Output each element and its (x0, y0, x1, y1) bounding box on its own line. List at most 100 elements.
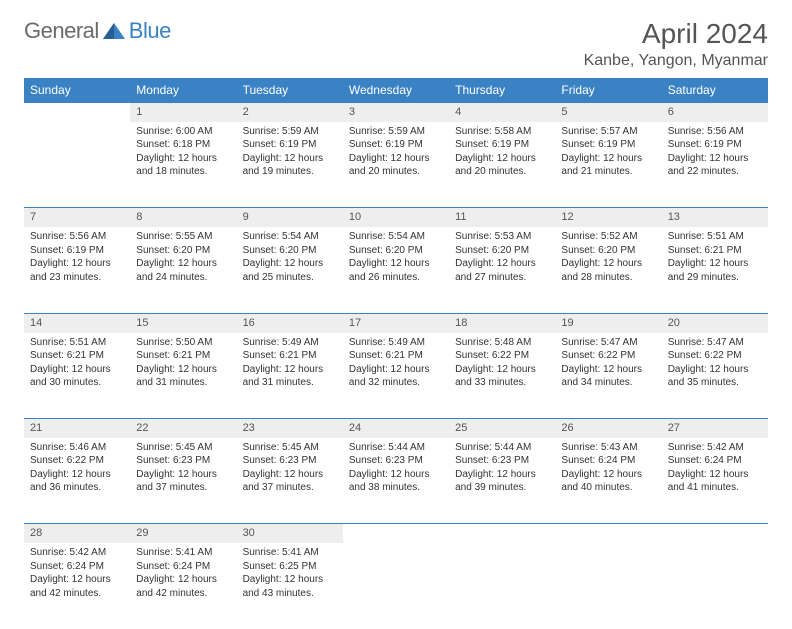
day-number: 24 (343, 419, 449, 438)
day-cell: Sunrise: 5:47 AMSunset: 6:22 PMDaylight:… (555, 333, 661, 419)
day-cell-line: Sunset: 6:23 PM (455, 454, 549, 468)
day-cell: Sunrise: 5:44 AMSunset: 6:23 PMDaylight:… (343, 438, 449, 524)
day-cell-line: and 39 minutes. (455, 481, 549, 495)
day-cell-line: Sunrise: 5:49 AM (349, 336, 443, 350)
day-cell-line: Sunrise: 5:53 AM (455, 230, 549, 244)
day-cell: Sunrise: 5:45 AMSunset: 6:23 PMDaylight:… (237, 438, 343, 524)
day-cell: Sunrise: 5:49 AMSunset: 6:21 PMDaylight:… (237, 333, 343, 419)
day-cell: Sunrise: 5:44 AMSunset: 6:23 PMDaylight:… (449, 438, 555, 524)
title-block: April 2024 Kanbe, Yangon, Myanmar (584, 18, 768, 70)
location: Kanbe, Yangon, Myanmar (584, 52, 768, 70)
day-number (662, 524, 768, 543)
day-cell-line: Sunrise: 5:47 AM (668, 336, 762, 350)
day-cell-line: and 30 minutes. (30, 376, 124, 390)
day-cell-line: Daylight: 12 hours (243, 363, 337, 377)
day-cell-line: Sunset: 6:22 PM (561, 349, 655, 363)
day-cell-line: and 38 minutes. (349, 481, 443, 495)
day-cell-line: and 20 minutes. (349, 165, 443, 179)
logo-text-blue: Blue (129, 18, 171, 44)
day-cell-line: Sunrise: 5:52 AM (561, 230, 655, 244)
day-cell: Sunrise: 5:42 AMSunset: 6:24 PMDaylight:… (662, 438, 768, 524)
day-number-row: 282930 (24, 524, 768, 543)
day-cell-line: Daylight: 12 hours (243, 152, 337, 166)
weekday-header: Wednesday (343, 78, 449, 103)
day-cell-line: and 33 minutes. (455, 376, 549, 390)
day-cell-line: Sunset: 6:24 PM (136, 560, 230, 574)
day-cell-line: Sunset: 6:23 PM (136, 454, 230, 468)
day-number: 18 (449, 313, 555, 332)
day-number: 19 (555, 313, 661, 332)
day-cell-line: Daylight: 12 hours (561, 468, 655, 482)
day-cell-line: Daylight: 12 hours (136, 257, 230, 271)
day-cell-line: Sunset: 6:21 PM (349, 349, 443, 363)
day-cell-line: Sunset: 6:19 PM (30, 244, 124, 258)
day-number-row: 21222324252627 (24, 419, 768, 438)
day-number: 2 (237, 103, 343, 122)
day-cell-line: Sunset: 6:22 PM (30, 454, 124, 468)
day-number: 27 (662, 419, 768, 438)
day-cell-line: and 37 minutes. (243, 481, 337, 495)
day-cell-line: Daylight: 12 hours (243, 257, 337, 271)
day-cell-line: and 26 minutes. (349, 271, 443, 285)
day-cell (555, 543, 661, 629)
day-cell-line: Sunset: 6:23 PM (349, 454, 443, 468)
day-number-row: 78910111213 (24, 208, 768, 227)
day-cell-line: Sunrise: 5:45 AM (243, 441, 337, 455)
day-cell: Sunrise: 5:51 AMSunset: 6:21 PMDaylight:… (24, 333, 130, 419)
day-cell-line: and 24 minutes. (136, 271, 230, 285)
day-content-row: Sunrise: 5:42 AM Sunset: 6:24 PMDaylight:… (24, 543, 768, 629)
day-cell-line: and 42 minutes. (30, 587, 124, 601)
day-cell-line: Sunrise: 5:57 AM (561, 125, 655, 139)
day-cell-line: and 28 minutes. (561, 271, 655, 285)
day-number: 28 (24, 524, 130, 543)
day-cell-line: Daylight: 12 hours (30, 468, 124, 482)
day-cell-line: Daylight: 12 hours (561, 152, 655, 166)
day-cell-line: Sunset: 6:19 PM (455, 138, 549, 152)
header: General Blue April 2024 Kanbe, Yangon, M… (24, 18, 768, 70)
day-number: 4 (449, 103, 555, 122)
day-cell-line: and 25 minutes. (243, 271, 337, 285)
day-cell-line: Daylight: 12 hours (561, 363, 655, 377)
day-number (555, 524, 661, 543)
day-cell-line: and 23 minutes. (30, 271, 124, 285)
weekday-header: Monday (130, 78, 236, 103)
day-cell-line: Sunset: 6:21 PM (136, 349, 230, 363)
day-cell-line: and 19 minutes. (243, 165, 337, 179)
day-cell-line: and 31 minutes. (136, 376, 230, 390)
day-cell-line: Sunrise: 5:44 AM (455, 441, 549, 455)
day-cell: Sunrise: 5:59 AMSunset: 6:19 PMDaylight:… (343, 122, 449, 208)
day-number: 13 (662, 208, 768, 227)
day-cell-line: Sunrise: 5:42 AM (668, 441, 762, 455)
day-cell-line: Daylight: 12 hours (349, 257, 443, 271)
day-cell-line: Daylight: 12 hours (30, 257, 124, 271)
day-cell-line: Sunrise: 5:49 AM (243, 336, 337, 350)
day-cell-line: Sunrise: 5:54 AM (243, 230, 337, 244)
weekday-header: Tuesday (237, 78, 343, 103)
day-cell-line: Sunset: 6:20 PM (455, 244, 549, 258)
day-cell: Sunrise: 5:56 AMSunset: 6:19 PMDaylight:… (662, 122, 768, 208)
day-cell-line: Daylight: 12 hours (455, 257, 549, 271)
day-cell-line: Daylight: 12 hours (349, 363, 443, 377)
day-cell-line: and 32 minutes. (349, 376, 443, 390)
day-cell-line: and 21 minutes. (561, 165, 655, 179)
day-cell-line: Sunrise: 5:41 AM (243, 546, 337, 560)
day-content-row: Sunrise: 5:56 AMSunset: 6:19 PMDaylight:… (24, 227, 768, 313)
calendar-table: Sunday Monday Tuesday Wednesday Thursday… (24, 78, 768, 629)
day-cell: Sunrise: 5:57 AMSunset: 6:19 PMDaylight:… (555, 122, 661, 208)
day-cell-line: Sunrise: 5:42 AM (30, 546, 124, 560)
day-number: 16 (237, 313, 343, 332)
day-cell-line: Sunrise: 5:51 AM (30, 336, 124, 350)
day-cell-line: Sunrise: 5:51 AM (668, 230, 762, 244)
day-cell-line: Sunset: 6:22 PM (455, 349, 549, 363)
day-cell-line: Daylight: 12 hours (243, 468, 337, 482)
day-number: 1 (130, 103, 236, 122)
day-cell: Sunrise: 5:41 AMSunset: 6:24 PMDaylight:… (130, 543, 236, 629)
day-cell-line: Daylight: 12 hours (136, 573, 230, 587)
day-number: 22 (130, 419, 236, 438)
day-cell: Sunrise: 5:55 AMSunset: 6:20 PMDaylight:… (130, 227, 236, 313)
day-cell-line: and 35 minutes. (668, 376, 762, 390)
day-cell: Sunrise: 5:42 AMSunset: 6:24 PMDaylight:… (24, 543, 130, 629)
day-cell-line: Sunset: 6:19 PM (349, 138, 443, 152)
day-cell: Sunrise: 5:51 AMSunset: 6:21 PMDaylight:… (662, 227, 768, 313)
day-cell: Sunrise: 5:43 AMSunset: 6:24 PMDaylight:… (555, 438, 661, 524)
